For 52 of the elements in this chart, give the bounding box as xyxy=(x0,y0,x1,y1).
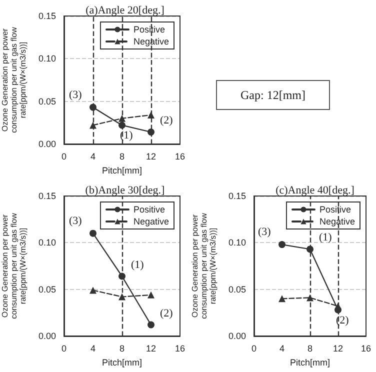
annotation: (2) xyxy=(160,114,174,127)
x-tick-label: 8 xyxy=(119,344,125,354)
x-tick-label: 4 xyxy=(279,344,285,354)
y-tick-label: 0.10 xyxy=(228,238,246,248)
annotation: (2) xyxy=(160,307,174,320)
x-tick-label: 16 xyxy=(360,344,372,354)
y-tick-label: 0.10 xyxy=(38,238,56,248)
x-tick-label: 16 xyxy=(174,152,186,162)
x-tick-label: 12 xyxy=(146,344,156,354)
x-tick-label: 0 xyxy=(251,344,257,354)
y-tick-label: 0.05 xyxy=(38,96,56,106)
y-axis-title: Ozone Generation per power consumption per unit gas flow rate[ppm/(W×(m3/s))] xyxy=(0,26,28,133)
x-tick-label: 16 xyxy=(174,344,186,354)
legend-label: Positive xyxy=(133,204,165,214)
x-tick-label: 8 xyxy=(119,152,125,162)
text: Gap: 12[mm] xyxy=(216,80,330,110)
y-tick-label: 0.00 xyxy=(38,139,56,149)
legend-label: Negative xyxy=(133,36,170,46)
annotation: (3) xyxy=(69,214,82,227)
x-tick-label: 12 xyxy=(332,344,344,354)
legend-label: Positive xyxy=(133,24,165,34)
x-axis-title: Pitch[mm] xyxy=(102,357,142,368)
annotation: (3) xyxy=(258,226,272,238)
legend-label: Negative xyxy=(319,216,356,226)
annotation: (2) xyxy=(336,314,350,326)
y-axis-title: Ozone Generation per power consumption per unit gas flow rate[ppm/(W×(m3/s))] xyxy=(190,212,218,319)
x-tick-label: 0 xyxy=(61,344,67,354)
x-tick-label: 4 xyxy=(90,152,96,162)
x-tick-label: 12 xyxy=(146,152,156,162)
legend-label: Negative xyxy=(133,216,170,226)
x-tick-label: 4 xyxy=(90,344,96,354)
annotation: (1) xyxy=(131,258,144,271)
y-tick-label: 0.15 xyxy=(228,191,246,201)
x-tick-label: 0 xyxy=(61,152,67,162)
y-tick-label: 0.10 xyxy=(38,54,56,64)
y-tick-label: 0.00 xyxy=(38,331,56,341)
x-axis-title: Pitch[mm] xyxy=(102,165,142,176)
y-tick-label: 0.15 xyxy=(38,191,56,201)
y-tick-label: 0.15 xyxy=(38,11,56,21)
y-tick-label: 0.05 xyxy=(38,284,56,294)
annotation: (1) xyxy=(120,130,134,142)
annotation: (3) xyxy=(69,88,82,101)
y-tick-label: 0.05 xyxy=(228,284,246,294)
legend-label: Positive xyxy=(319,204,351,214)
annotation: (1) xyxy=(319,232,332,244)
x-axis-title: Pitch[mm] xyxy=(290,357,330,368)
x-tick-label: 8 xyxy=(307,344,313,354)
y-tick-label: 0.00 xyxy=(228,331,246,341)
chart-title: (c)Angle 40[deg.] xyxy=(276,184,354,196)
y-axis-title: Ozone Generation per power consumption per unit gas flow rate[ppm/(W×(m3/s))] xyxy=(0,212,28,319)
chart-title: (a)Angle 20[deg.] xyxy=(86,4,164,16)
chart-title: (b)Angle 30[deg.] xyxy=(85,184,165,196)
